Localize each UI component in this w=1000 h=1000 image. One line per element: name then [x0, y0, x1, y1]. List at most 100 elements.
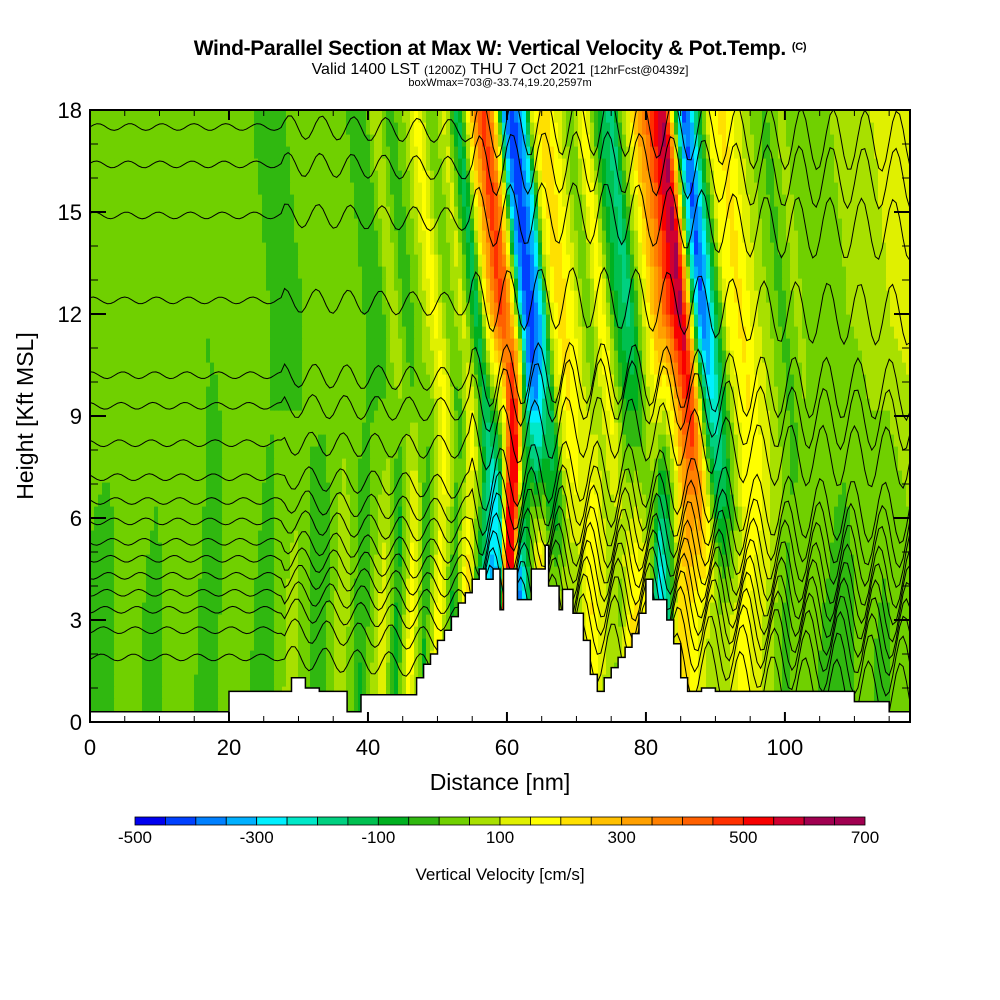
- w-cell: [386, 578, 391, 591]
- w-cell: [874, 614, 879, 627]
- w-cell: [878, 566, 883, 579]
- w-cell: [298, 506, 303, 519]
- w-cell: [594, 638, 599, 651]
- w-cell: [546, 530, 551, 543]
- w-cell: [418, 482, 423, 495]
- w-cell: [622, 650, 627, 663]
- w-cell: [214, 458, 219, 471]
- w-cell: [830, 530, 835, 543]
- w-cell: [842, 674, 847, 687]
- w-cell: [618, 506, 623, 519]
- w-cell: [698, 506, 703, 519]
- w-cell: [286, 662, 291, 675]
- w-cell: [186, 662, 191, 675]
- w-cell: [862, 614, 867, 627]
- w-cell: [838, 470, 843, 483]
- w-cell: [114, 446, 119, 459]
- w-cell: [506, 494, 511, 507]
- w-cell: [542, 446, 547, 459]
- w-cell: [718, 662, 723, 675]
- w-cell: [182, 482, 187, 495]
- w-cell: [778, 638, 783, 651]
- w-cell: [878, 494, 883, 507]
- w-cell: [634, 506, 639, 519]
- w-cell: [590, 638, 595, 651]
- w-cell: [138, 446, 143, 459]
- w-cell: [854, 458, 859, 471]
- w-cell: [442, 482, 447, 495]
- w-cell: [598, 590, 603, 603]
- w-cell: [342, 650, 347, 663]
- w-cell: [886, 446, 891, 459]
- w-cell: [838, 530, 843, 543]
- w-cell: [178, 614, 183, 627]
- w-cell: [650, 554, 655, 567]
- w-cell: [626, 554, 631, 567]
- w-cell: [422, 458, 427, 471]
- w-cell: [254, 650, 259, 663]
- w-cell: [410, 566, 415, 579]
- w-cell: [738, 638, 743, 651]
- w-cell: [734, 446, 739, 459]
- w-cell: [326, 602, 331, 615]
- w-cell: [646, 518, 651, 531]
- w-cell: [882, 446, 887, 459]
- w-cell: [878, 554, 883, 567]
- w-cell: [874, 494, 879, 507]
- w-cell: [138, 518, 143, 531]
- w-cell: [454, 578, 459, 591]
- w-cell: [394, 494, 399, 507]
- w-cell: [350, 602, 355, 615]
- w-cell: [394, 482, 399, 495]
- w-cell: [390, 458, 395, 471]
- w-cell: [830, 482, 835, 495]
- w-cell: [238, 542, 243, 555]
- w-cell: [394, 506, 399, 519]
- w-cell: [290, 578, 295, 591]
- w-cell: [142, 650, 147, 663]
- w-cell: [738, 494, 743, 507]
- w-cell: [330, 446, 335, 459]
- w-cell: [590, 434, 595, 447]
- w-cell: [466, 530, 471, 543]
- w-cell: [422, 530, 427, 543]
- w-cell: [622, 458, 627, 471]
- w-cell: [190, 698, 195, 711]
- w-cell: [598, 458, 603, 471]
- w-cell: [150, 626, 155, 639]
- w-cell: [666, 542, 671, 555]
- w-cell: [526, 578, 531, 591]
- w-cell: [202, 698, 207, 711]
- w-cell: [726, 662, 731, 675]
- w-cell: [422, 602, 427, 615]
- w-cell: [154, 554, 159, 567]
- w-cell: [230, 470, 235, 483]
- w-cell: [594, 530, 599, 543]
- w-cell: [294, 602, 299, 615]
- w-cell: [218, 506, 223, 519]
- w-cell: [654, 542, 659, 555]
- w-cell: [798, 530, 803, 543]
- w-cell: [718, 590, 723, 603]
- w-cell: [698, 602, 703, 615]
- w-cell: [702, 530, 707, 543]
- w-cell: [770, 458, 775, 471]
- w-cell: [710, 650, 715, 663]
- w-cell: [174, 530, 179, 543]
- w-cell: [586, 566, 591, 579]
- w-cell: [274, 530, 279, 543]
- w-cell: [326, 650, 331, 663]
- w-cell: [594, 650, 599, 663]
- w-cell: [130, 674, 135, 687]
- w-cell: [122, 434, 127, 447]
- chart-subtitle: Valid 1400 LST (1200Z) THU 7 Oct 2021 [1…: [0, 61, 1000, 79]
- w-cell: [706, 626, 711, 639]
- w-cell: [178, 542, 183, 555]
- w-cell: [278, 506, 283, 519]
- w-cell: [98, 698, 103, 711]
- w-cell: [642, 590, 647, 603]
- w-cell: [762, 602, 767, 615]
- w-cell: [562, 470, 567, 483]
- w-cell: [94, 590, 99, 603]
- w-cell: [306, 662, 311, 675]
